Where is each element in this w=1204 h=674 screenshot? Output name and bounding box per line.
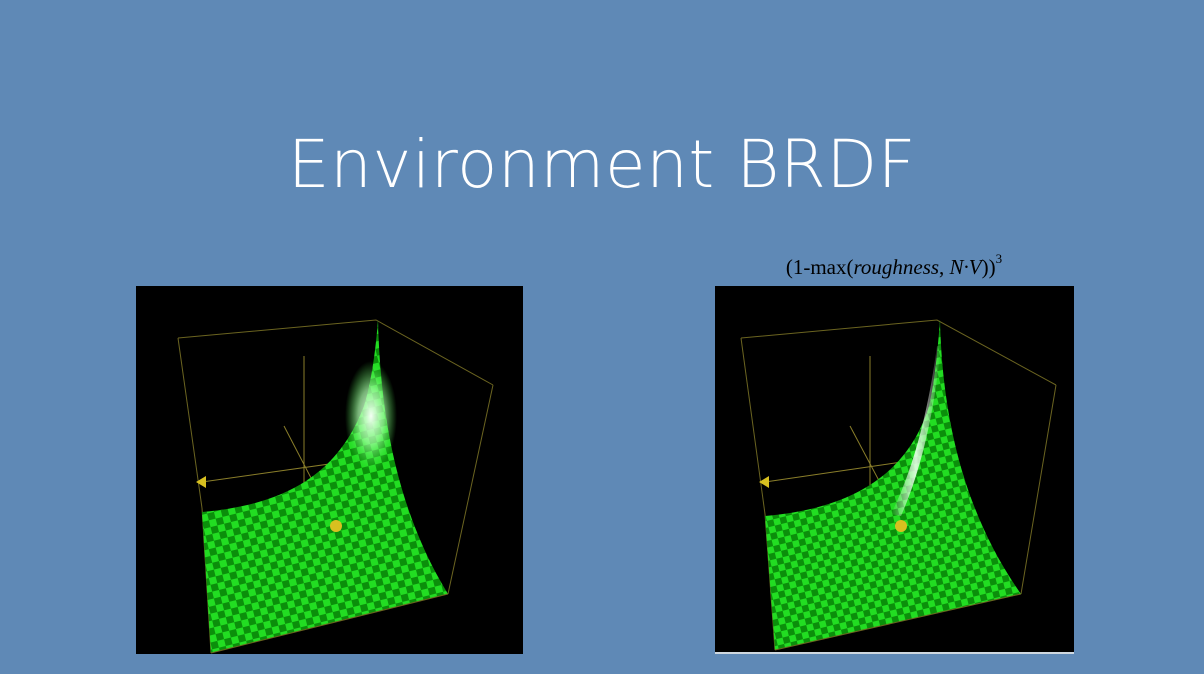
right-specular-streak xyxy=(891,346,941,516)
left-brdf-surface xyxy=(202,320,448,653)
slide-title: Environment BRDF xyxy=(287,126,917,203)
left-box-front-edges xyxy=(210,593,449,654)
left-axis-cone-marker xyxy=(330,520,342,532)
formula-var-roughness: roughness xyxy=(853,255,940,279)
left-axis-arrow-x xyxy=(196,476,206,488)
formula-exponent: 3 xyxy=(995,251,1003,266)
formula-suffix: )) xyxy=(981,255,996,279)
left-brdf-plot xyxy=(136,286,523,654)
right-brdf-plot xyxy=(715,286,1074,654)
right-plot-svg xyxy=(740,319,1057,651)
formula-label: (1-max(roughness, N·V))3 xyxy=(715,251,1073,280)
left-specular-highlight xyxy=(345,361,397,471)
formula-var-ndotv: N·V xyxy=(949,255,982,279)
right-box-front-edges xyxy=(774,593,1022,651)
right-axis-cone-marker xyxy=(895,520,907,532)
right-brdf-surface xyxy=(765,320,1021,650)
right-axis-arrow-x xyxy=(759,476,769,488)
left-plot-svg xyxy=(177,319,494,654)
formula-separator: , xyxy=(939,255,950,279)
formula-prefix: (1-max( xyxy=(785,255,854,279)
